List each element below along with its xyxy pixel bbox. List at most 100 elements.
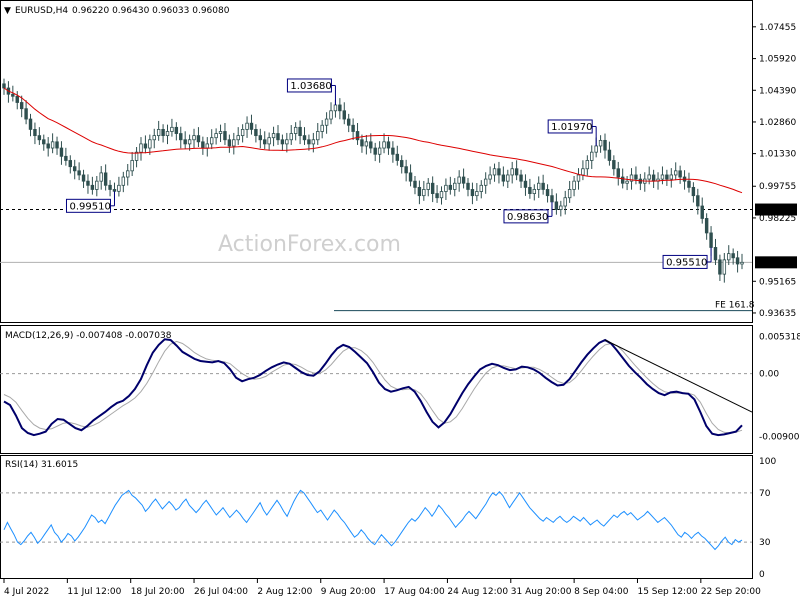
time-tick-label: 17 Aug 04:00 [384, 587, 445, 597]
candle-body [483, 178, 488, 186]
rsi-panel [0, 455, 753, 579]
candle-body [209, 137, 214, 145]
candle-body [727, 253, 731, 261]
candle-body [479, 184, 483, 192]
candle-body [37, 135, 42, 141]
moving-average-line [3, 87, 743, 194]
candle-body [240, 129, 245, 137]
candle-body [537, 182, 541, 190]
level-tag-label: 0.98630 [758, 206, 795, 216]
candle-body [430, 182, 435, 194]
candle-body [594, 145, 598, 153]
candle-body [696, 195, 700, 207]
time-tick-label: 24 Aug 12:00 [447, 587, 508, 597]
macd-tick-label: 0.00 [759, 370, 779, 380]
candle-body [112, 189, 117, 192]
watermark: ActionForex.com [218, 232, 401, 257]
macd-axis: 0.005318 0.00 -0.009001 [0, 332, 800, 443]
candle-body [377, 147, 382, 155]
candle-body [59, 147, 64, 157]
candle-body [687, 180, 691, 188]
candle-body [506, 174, 510, 182]
symbol-dropdown-icon[interactable]: ▼ [4, 6, 11, 16]
price-panel [0, 0, 753, 323]
candle-body [422, 189, 426, 197]
candle-body [108, 184, 112, 190]
macd-title: MACD(12,26,9) -0.007408 -0.007038 [5, 331, 172, 341]
price-tick-label: 1.02860 [759, 118, 796, 128]
swing-label-text: 0.98630 [507, 212, 548, 223]
candle-body [254, 129, 258, 137]
candle-body [408, 172, 413, 182]
rsi-line [3, 489, 743, 551]
candle-body [612, 160, 616, 170]
candle-body [320, 124, 324, 132]
candle-body [72, 166, 77, 172]
candle-body [95, 180, 99, 190]
candle-body [90, 184, 95, 190]
candle-body [324, 118, 329, 126]
level-tag-background [755, 256, 797, 269]
swing-label-text: 1.01970 [551, 122, 592, 133]
candle-body [413, 180, 417, 188]
candle-body [316, 131, 320, 141]
candle-body [704, 218, 709, 234]
candle-body [302, 135, 307, 141]
candle-body [735, 257, 740, 265]
time-tick-label: 2 Aug 12:00 [257, 587, 312, 597]
price-axis: 1.07455 1.05920 1.04390 1.02860 1.01330 0.997… [752, 23, 796, 319]
candle-body [218, 131, 223, 134]
candle-body [126, 170, 130, 178]
price-tick-label: 0.93635 [759, 309, 796, 319]
candle-body [139, 143, 143, 153]
candle-body [355, 131, 360, 141]
rsi-tick-label: 70 [759, 489, 771, 499]
time-tick-label: 18 Jul 20:00 [131, 587, 185, 597]
candle-body [271, 133, 276, 139]
candle-body [448, 184, 453, 190]
price-tick-label: 1.05920 [759, 55, 796, 65]
candle-body [187, 139, 192, 145]
time-tick-label: 31 Aug 20:00 [511, 587, 572, 597]
candle-body [86, 180, 90, 186]
candle-body [722, 259, 727, 275]
candle-body [731, 253, 735, 259]
candle-body [298, 126, 302, 137]
candle-body [329, 110, 333, 120]
candle-body [545, 189, 550, 197]
time-tick-label: 15 Sep 12:00 [637, 587, 697, 597]
candle-body [285, 139, 289, 145]
candle-body [718, 259, 722, 275]
price-tick-label: 0.95165 [759, 277, 796, 287]
candle-body [192, 135, 196, 141]
candle-body [673, 170, 678, 176]
macd-signal-line [3, 340, 743, 434]
rsi-tick-label: 30 [759, 538, 771, 548]
candle-body [404, 166, 408, 174]
candle-body [470, 189, 475, 197]
candle-body [492, 168, 497, 176]
candle-body [201, 141, 205, 149]
candle-body [267, 137, 271, 145]
candle-body [165, 131, 170, 137]
candle-body [629, 174, 634, 182]
candle-body [174, 126, 179, 134]
candle-body [289, 133, 293, 141]
candle-body [364, 141, 369, 147]
candle-body [625, 180, 629, 184]
candle-body [99, 172, 103, 182]
candle-body [541, 182, 545, 190]
candle-body [475, 191, 479, 197]
candle-body [64, 155, 68, 161]
macd-trendline [604, 339, 753, 413]
candle-body [435, 193, 439, 199]
price-tick-label: 1.01330 [759, 150, 796, 160]
candle-body [660, 174, 665, 180]
candle-body [466, 182, 470, 190]
candle-body [19, 102, 24, 110]
swing-label-text: 1.03680 [290, 81, 331, 92]
candle-body [338, 104, 342, 112]
candle-body [77, 170, 81, 176]
candle-body [179, 133, 183, 141]
